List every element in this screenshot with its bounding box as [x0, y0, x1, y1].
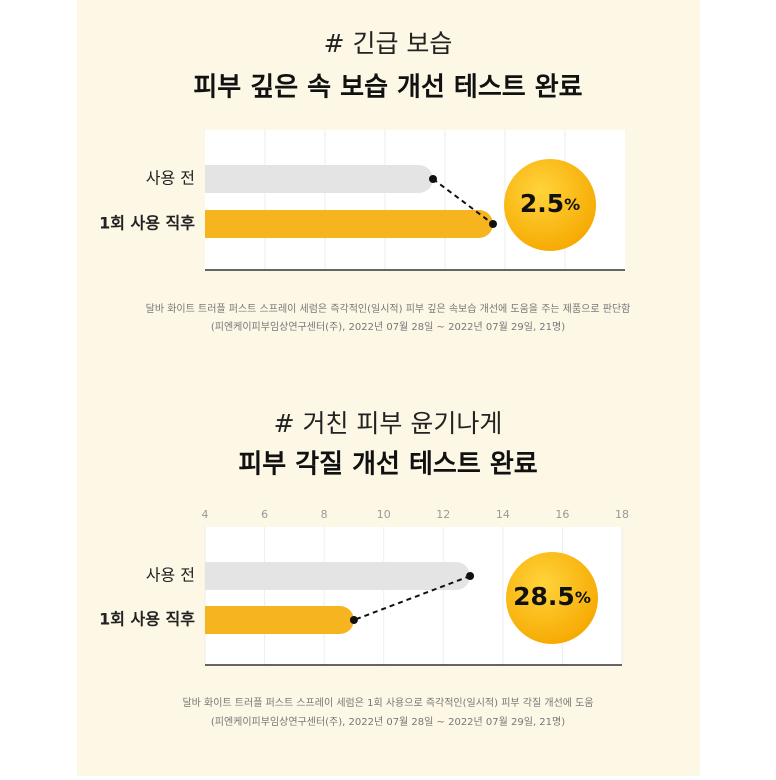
- badge: [506, 552, 598, 644]
- chart-tag: # 거친 피부 윤기나게: [274, 409, 503, 438]
- badge-unit: %: [575, 588, 591, 607]
- category-label: 1회 사용 직후: [99, 610, 195, 629]
- end-dot: [429, 175, 437, 183]
- chart-title: 피부 각질 개선 테스트 완료: [238, 450, 537, 480]
- connector: [432, 178, 494, 225]
- footnote: (피엔케이피부임상연구센터(주), 2022년 07월 28일 ~ 2022년 …: [211, 320, 565, 333]
- bar: [205, 210, 493, 238]
- footnote: (피엔케이피부임상연구센터(주), 2022년 07월 28일 ~ 2022년 …: [211, 715, 565, 728]
- footnote: 달바 화이트 트러플 퍼스트 스프레이 세럼은 즉각적인(일시적) 피부 깊은 …: [146, 302, 631, 315]
- badge: [504, 159, 596, 251]
- footnote: 달바 화이트 트러플 퍼스트 스프레이 세럼은 1회 사용으로 즉각적인(일시적…: [182, 696, 593, 709]
- end-dot: [489, 220, 497, 228]
- category-label: 사용 전: [146, 566, 195, 585]
- x-tick-label: 10: [377, 508, 391, 521]
- bar: [205, 165, 433, 193]
- chart-title: 피부 깊은 속 보습 개선 테스트 완료: [193, 73, 582, 103]
- x-tick-label: 12: [436, 508, 450, 521]
- badge-value: 2.5: [520, 189, 564, 218]
- x-tick-label: 4: [202, 508, 209, 521]
- category-label: 1회 사용 직후: [99, 214, 195, 233]
- badge-value: 28.5: [513, 582, 575, 611]
- connector: [353, 575, 471, 621]
- badge-unit: %: [564, 195, 580, 214]
- x-tick-label: 14: [496, 508, 510, 521]
- badge-label: 28.5%: [513, 582, 591, 611]
- bar: [205, 562, 471, 590]
- end-dot: [466, 572, 475, 580]
- end-dot: [349, 616, 358, 624]
- category-label: 사용 전: [146, 169, 195, 188]
- x-tick-label: 16: [555, 508, 569, 521]
- x-tick-label: 8: [321, 508, 328, 521]
- x-tick-label: 6: [261, 508, 268, 521]
- x-tick-label: 18: [615, 508, 629, 521]
- bar: [205, 606, 354, 634]
- badge-label: 2.5%: [520, 189, 580, 218]
- chart-tag: # 긴급 보습: [324, 29, 453, 58]
